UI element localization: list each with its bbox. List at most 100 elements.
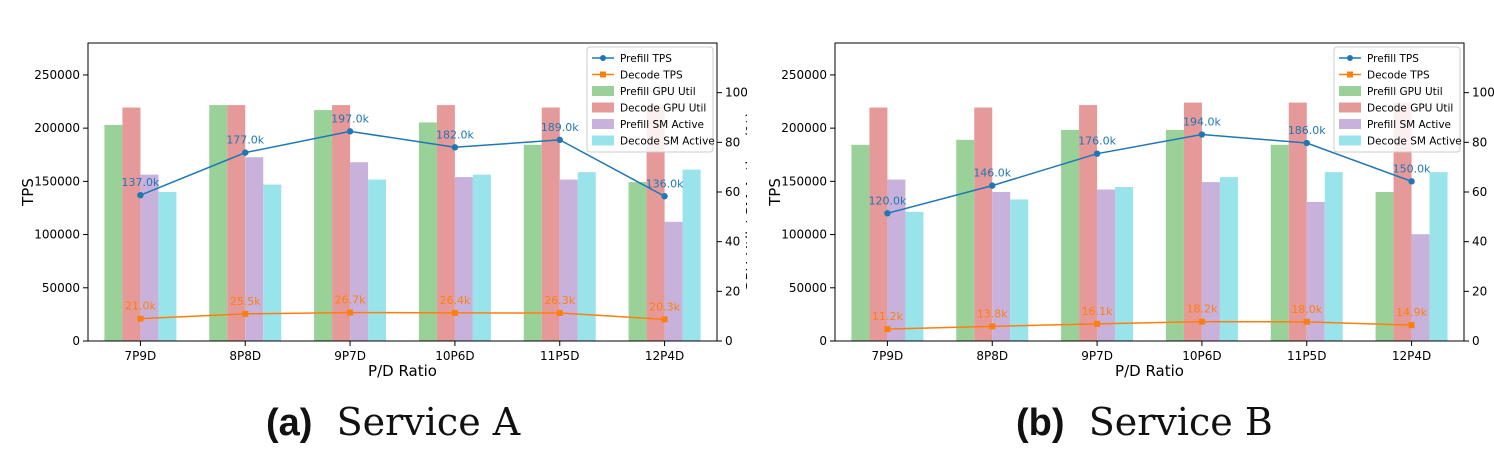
y2-tick-label: 80 bbox=[725, 135, 740, 149]
prefill-tps-data-label: 197.0k bbox=[331, 112, 369, 125]
decode-tps-point bbox=[451, 309, 458, 316]
prefill-sm-active-bar bbox=[1097, 189, 1116, 341]
prefill-tps-data-label: 136.0k bbox=[646, 177, 684, 190]
x-tick-label: 8P8D bbox=[976, 349, 1008, 363]
x-axis-label: P/D Ratio bbox=[368, 362, 437, 380]
prefill-gpu-util-bar bbox=[523, 144, 542, 341]
y-tick-label: 50000 bbox=[42, 281, 80, 295]
decode-tps-data-label: 25.5k bbox=[230, 295, 261, 308]
legend-decode-sm-active-swatch bbox=[592, 135, 614, 146]
decode-tps-point bbox=[556, 310, 563, 317]
legend-decode-sm-active-label: Decode SM Active bbox=[1367, 136, 1462, 148]
decode-tps-data-label: 14.9k bbox=[1396, 306, 1427, 319]
legend-box bbox=[1333, 46, 1461, 153]
decode-tps-data-label: 20.3k bbox=[649, 300, 680, 313]
prefill-gpu-util-bar bbox=[1165, 129, 1184, 341]
y-tick-label: 200000 bbox=[781, 121, 827, 135]
legend-decode-tps-label: Decode TPS bbox=[620, 70, 683, 82]
prefill-tps-point bbox=[451, 144, 459, 151]
decode-gpu-util-bar bbox=[541, 107, 560, 341]
legend-decode-tps-marker bbox=[600, 71, 606, 78]
legend-decode-gpu-util-swatch bbox=[592, 102, 614, 113]
y2-tick-label: 60 bbox=[1472, 185, 1487, 199]
decode-tps-point bbox=[1198, 318, 1205, 325]
decode-tps-data-label: 18.0k bbox=[1291, 303, 1322, 316]
decode-tps-point bbox=[1408, 322, 1415, 329]
prefill-tps-point bbox=[556, 136, 563, 144]
decode-sm-active-bar bbox=[368, 179, 387, 341]
y-tick-label: 100000 bbox=[34, 228, 80, 242]
decode-sm-active-bar bbox=[682, 169, 701, 341]
decode-tps-point bbox=[1303, 318, 1310, 325]
prefill-tps-point bbox=[1198, 131, 1206, 138]
prefill-gpu-util-bar bbox=[1061, 129, 1080, 341]
decode-gpu-util-bar bbox=[1079, 105, 1098, 341]
decode-gpu-util-bar bbox=[436, 105, 455, 341]
legend-prefill-tps-label: Prefill TPS bbox=[620, 53, 672, 65]
y2-tick-label: 100 bbox=[1472, 86, 1494, 100]
y-tick-label: 150000 bbox=[781, 174, 827, 188]
prefill-gpu-util-bar bbox=[1375, 192, 1394, 341]
caption-service-a: (a) Service A bbox=[266, 400, 520, 445]
decode-tps-point bbox=[989, 323, 996, 330]
y-tick-label: 0 bbox=[72, 334, 80, 348]
prefill-sm-active-bar bbox=[454, 177, 473, 341]
decode-gpu-util-bar bbox=[974, 107, 993, 341]
decode-gpu-util-bar bbox=[1183, 102, 1202, 341]
prefill-tps-line bbox=[140, 130, 665, 197]
decode-tps-data-label: 13.8k bbox=[977, 307, 1008, 320]
chart-service-b: 0 50000 100000 150000 200000 250000 0 20 40 60 80 1… bbox=[766, 42, 1494, 380]
decode-tps-point bbox=[661, 316, 668, 323]
prefill-tps-data-label: 176.0k bbox=[1078, 135, 1116, 148]
prefill-gpu-util-bar bbox=[1270, 144, 1289, 341]
decode-gpu-util-bar bbox=[869, 107, 888, 341]
y-tick-label: 50000 bbox=[789, 281, 827, 295]
decode-tps-line bbox=[140, 311, 665, 321]
y-tick-label: 150000 bbox=[34, 174, 80, 188]
caption-text: Service A bbox=[336, 400, 521, 444]
prefill-tps-line bbox=[887, 133, 1412, 215]
x-tick-label: 7P9D bbox=[125, 349, 157, 363]
y-axis-label: TPS bbox=[766, 178, 784, 207]
y2-tick-label: 40 bbox=[725, 235, 740, 249]
decode-tps-data-label: 16.1k bbox=[1082, 305, 1113, 318]
prefill-sm-active-bar bbox=[992, 192, 1011, 341]
legend-decode-tps-marker bbox=[1347, 71, 1353, 78]
prefill-tps-data-label: 186.0k bbox=[1288, 124, 1326, 137]
y-tick-label: 100000 bbox=[781, 228, 827, 242]
legend-prefill-tps-marker bbox=[600, 55, 606, 61]
y2-tick-label: 20 bbox=[725, 284, 740, 298]
decode-gpu-util-bar bbox=[1393, 102, 1412, 341]
y2-tick-label: 80 bbox=[1472, 135, 1487, 149]
prefill-sm-active-bar bbox=[1306, 201, 1325, 341]
y-tick-label: 200000 bbox=[34, 121, 80, 135]
prefill-sm-active-bar bbox=[1411, 234, 1430, 341]
chart-service-a: 0 50000 100000 150000 200000 250000 0 20 40 60 80 1… bbox=[19, 42, 747, 380]
y2-tick-label: 20 bbox=[1472, 284, 1487, 298]
y-tick-label: 250000 bbox=[34, 68, 80, 82]
prefill-tps-data-label: 189.0k bbox=[541, 121, 579, 134]
prefill-tps-data-label: 177.0k bbox=[226, 134, 264, 147]
legend-prefill-gpu-util-swatch bbox=[1339, 86, 1361, 96]
decode-tps-data-label: 26.4k bbox=[439, 294, 470, 307]
legend-prefill-gpu-util-label: Prefill GPU Util bbox=[620, 86, 696, 98]
legend-prefill-sm-active-label: Prefill SM Active bbox=[1367, 119, 1451, 131]
prefill-tps-point bbox=[989, 182, 996, 189]
legend-prefill-tps-marker bbox=[1347, 55, 1353, 61]
decode-tps-point bbox=[347, 309, 354, 316]
legend-prefill-sm-active-swatch bbox=[1339, 119, 1361, 129]
prefill-tps-point bbox=[1093, 150, 1101, 157]
x-tick-label: 11P5D bbox=[1287, 349, 1326, 363]
legend-decode-sm-active-label: Decode SM Active bbox=[620, 136, 715, 148]
decode-tps-point bbox=[1094, 320, 1101, 327]
y-tick-label: 250000 bbox=[781, 68, 827, 82]
decode-tps-data-label: 18.2k bbox=[1186, 303, 1217, 316]
decode-sm-active-bar bbox=[1115, 187, 1134, 341]
x-tick-label: 7P9D bbox=[872, 349, 904, 363]
decode-tps-line bbox=[887, 320, 1412, 330]
prefill-gpu-util-bar bbox=[314, 110, 333, 341]
caption-service-b: (b) Service B bbox=[1016, 400, 1273, 445]
decode-tps-data-label: 26.3k bbox=[544, 294, 575, 307]
prefill-gpu-util-bar bbox=[104, 124, 123, 341]
prefill-sm-active-bar bbox=[350, 162, 369, 341]
